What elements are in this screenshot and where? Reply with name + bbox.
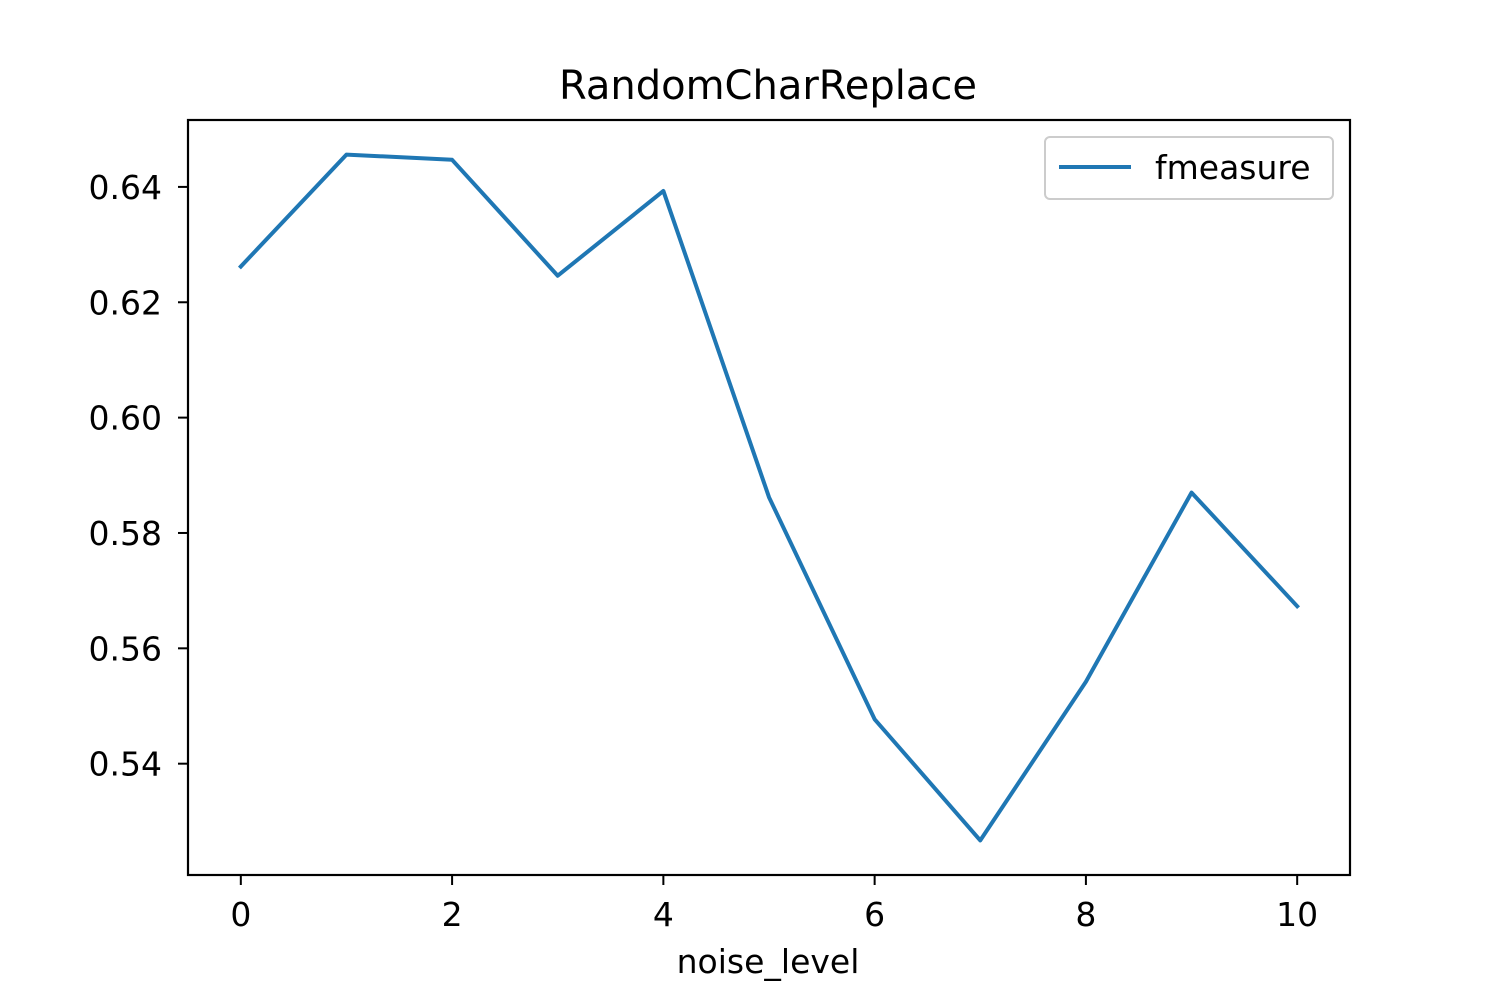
plot-area [237,152,1301,843]
x-tick-label: 2 [442,895,463,934]
legend-label-fmeasure: fmeasure [1155,148,1311,187]
y-tick-label: 0.54 [89,745,162,784]
x-tick-label: 10 [1276,895,1318,934]
chart-title: RandomCharReplace [559,63,977,109]
x-tick-label: 6 [864,895,885,934]
y-tick-label: 0.64 [89,168,162,207]
axes-frame [186,118,1352,877]
y-tick-label: 0.62 [89,283,162,322]
y-tick-label: 0.58 [89,514,162,553]
y-axis: 0.54 0.56 0.58 0.60 0.62 0.64 [89,168,188,784]
x-axis-label: noise_level [677,942,860,981]
legend-box [1044,136,1334,200]
y-tick-label: 0.60 [89,399,162,438]
x-tick-label: 0 [230,895,251,934]
y-tick-label: 0.56 [89,629,162,668]
x-axis: 0 2 4 6 8 10 [230,875,1318,934]
x-tick-label: 8 [1075,895,1096,934]
legend: fmeasure [1044,136,1334,200]
x-tick-label: 4 [653,895,674,934]
